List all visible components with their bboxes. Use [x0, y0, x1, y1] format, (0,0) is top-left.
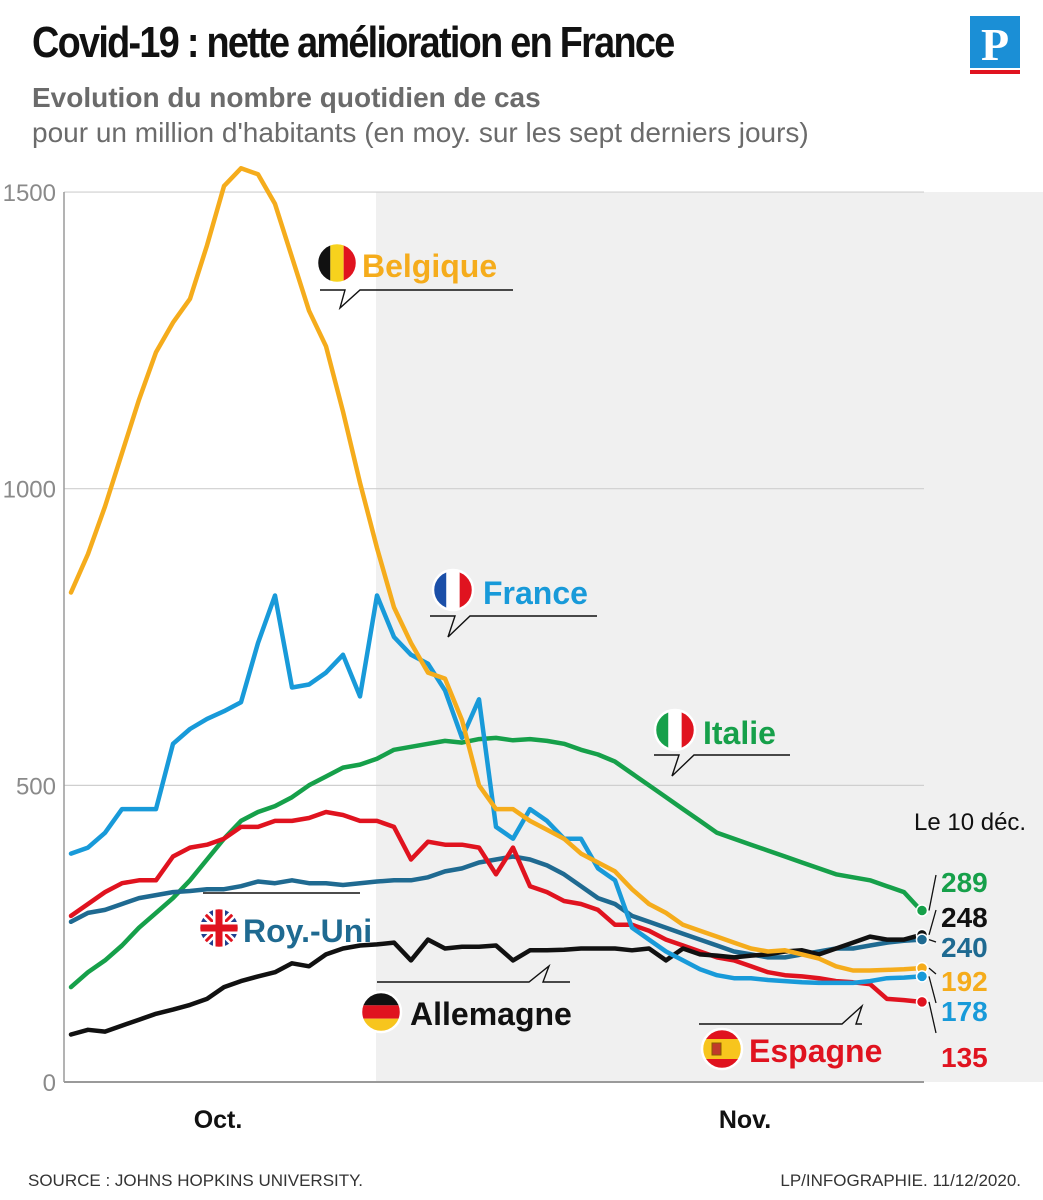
end-leader-espagne — [928, 1001, 937, 1034]
end-value-belgique: 192 — [915, 961, 988, 997]
end-dot-espagne — [915, 995, 929, 1009]
royuni-flag-ring — [197, 906, 241, 950]
end-dot-france — [915, 970, 929, 983]
y-tick-label-1500: 1500 — [3, 180, 56, 207]
end-leader-belgique — [928, 967, 937, 975]
chart-subtitle: Evolution du nombre quotidien de cas — [32, 82, 541, 113]
series-lines — [68, 166, 924, 1037]
series-line-belgique — [68, 166, 924, 973]
series-label-text-espagne: Espagne — [749, 1033, 882, 1069]
series-line-italie — [68, 735, 924, 990]
end-dot-italie — [915, 904, 929, 917]
end-value-royuni: 240 — [915, 932, 988, 963]
france-flag-ring — [431, 568, 475, 612]
y-tick-label-500: 500 — [16, 773, 56, 800]
callout-line-italie — [654, 754, 790, 777]
espagne-flag-ring — [700, 1027, 744, 1071]
end-value-text-italie: 289 — [941, 867, 988, 898]
y-axis-ticks: 0 500 1000 1500 — [3, 180, 56, 1097]
y-tick-label-1000: 1000 — [3, 477, 56, 504]
logo-underline — [970, 70, 1020, 74]
series-label-text-royuni: Roy.-Uni — [243, 913, 372, 949]
series-line-france — [68, 593, 924, 986]
logo-background — [970, 16, 1020, 68]
end-value-text-espagne: 135 — [941, 1042, 988, 1073]
series-line-espagne — [68, 809, 924, 1005]
end-value-france: 178 — [915, 970, 988, 1027]
italie-flag-ring — [653, 708, 697, 752]
series-line-royuni — [68, 854, 924, 960]
end-leader-royuni — [928, 938, 937, 943]
end-leader-france — [928, 976, 937, 1004]
credit-note: LP/INFOGRAPHIE. 11/12/2020. — [780, 1171, 1021, 1190]
series-label-espagne: Espagne — [699, 1003, 882, 1071]
end-value-text-allemagne: 248 — [941, 902, 988, 933]
series-label-belgique: Belgique — [315, 241, 513, 311]
end-value-text-france: 178 — [941, 996, 988, 1027]
x-axis-ticks: Oct.Nov.Déc. — [194, 1106, 771, 1134]
callout-line-allemagne — [377, 963, 570, 983]
chart-subtitle-detail: pour un million d'habitants (en moy. sur… — [32, 117, 809, 148]
source-note: SOURCE : JOHNS HOPKINS UNIVERSITY. — [28, 1171, 364, 1190]
x-tick-label: Nov. — [719, 1106, 771, 1134]
callout-line-espagne — [699, 1003, 864, 1025]
series-label-allemagne: Allemagne — [359, 963, 572, 1034]
end-leader-allemagne — [928, 909, 937, 936]
allemagne-flag-ring — [359, 990, 403, 1034]
end-dot-royuni — [915, 933, 929, 946]
series-label-italie: Italie — [653, 708, 790, 777]
belgique-flag-ring — [315, 241, 359, 285]
end-leader-italie — [928, 874, 937, 911]
series-label-text-belgique: Belgique — [362, 248, 497, 284]
series-label-text-france: France — [483, 575, 588, 611]
series-label-royuni: Roy.-Uni — [197, 892, 372, 950]
callout-line-france — [430, 615, 597, 638]
end-value-italie: 289 — [915, 867, 988, 917]
chart-title: Covid-19 : nette amélioration en France — [32, 18, 675, 67]
end-value-allemagne: 248 — [915, 902, 988, 942]
x-tick-label: Oct. — [194, 1106, 243, 1134]
series-labels: Belgique France Italie Roy.-Uni Allemagne Esp… — [197, 241, 882, 1071]
le-parisien-logo: P — [970, 16, 1020, 74]
callout-line-belgique — [320, 289, 513, 311]
series-label-france: France — [430, 568, 597, 638]
series-label-text-italie: Italie — [703, 715, 776, 751]
date-annotation: Le 10 déc. — [914, 809, 1026, 836]
y-tick-label-0: 0 — [43, 1070, 56, 1097]
end-value-text-belgique: 192 — [941, 966, 988, 997]
end-value-text-royuni: 240 — [941, 932, 988, 963]
logo-letter: P — [981, 19, 1009, 70]
end-value-espagne: 135 — [915, 995, 988, 1073]
grid-lines — [63, 191, 924, 1083]
series-label-text-allemagne: Allemagne — [410, 996, 572, 1032]
